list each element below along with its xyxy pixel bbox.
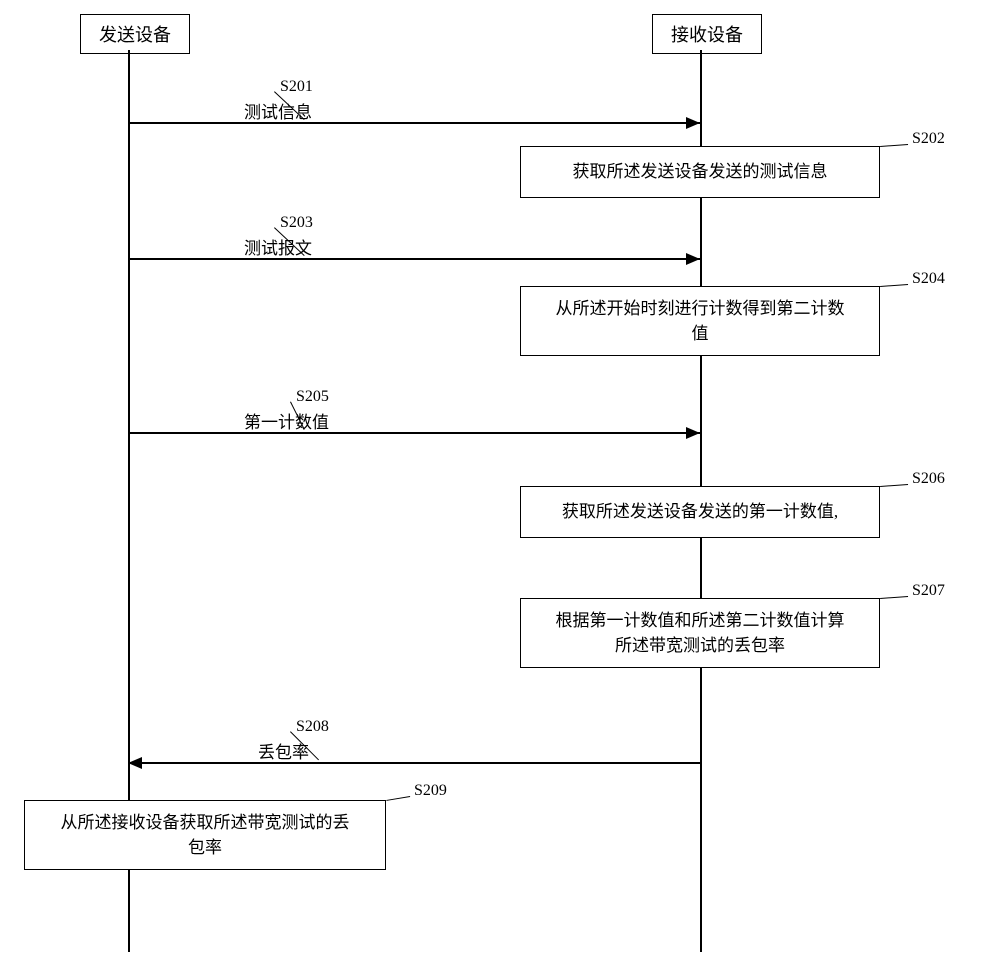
message-arrow bbox=[129, 432, 700, 434]
leader-line bbox=[880, 596, 908, 599]
step-code: S201 bbox=[280, 78, 313, 96]
actor-receiver: 接收设备 bbox=[652, 14, 762, 54]
message-label: 测试报文 bbox=[244, 234, 312, 259]
leader-line bbox=[880, 484, 908, 487]
process-box: 获取所述发送设备发送的测试信息 bbox=[520, 146, 880, 198]
leader-line bbox=[880, 284, 908, 287]
leader-line bbox=[386, 796, 410, 801]
step-code: S206 bbox=[912, 470, 945, 488]
step-code: S203 bbox=[280, 214, 313, 232]
process-box: 从所述接收设备获取所述带宽测试的丢包率 bbox=[24, 800, 386, 870]
process-box: 根据第一计数值和所述第二计数值计算所述带宽测试的丢包率 bbox=[520, 598, 880, 668]
step-code: S204 bbox=[912, 270, 945, 288]
step-code: S202 bbox=[912, 130, 945, 148]
process-box: 从所述开始时刻进行计数得到第二计数值 bbox=[520, 286, 880, 356]
message-label: 第一计数值 bbox=[244, 408, 329, 433]
step-code: S207 bbox=[912, 582, 945, 600]
step-code: S208 bbox=[296, 718, 329, 736]
step-code: S205 bbox=[296, 388, 329, 406]
arrow-head-icon bbox=[686, 253, 700, 265]
message-label: 测试信息 bbox=[244, 98, 312, 123]
actor-sender: 发送设备 bbox=[80, 14, 190, 54]
process-box: 获取所述发送设备发送的第一计数值, bbox=[520, 486, 880, 538]
leader-line bbox=[880, 144, 908, 147]
message-arrow bbox=[129, 258, 700, 260]
message-arrow bbox=[129, 122, 700, 124]
arrow-head-icon bbox=[686, 117, 700, 129]
message-arrow bbox=[129, 762, 700, 764]
arrow-head-icon bbox=[686, 427, 700, 439]
step-code: S209 bbox=[414, 782, 447, 800]
arrow-head-icon bbox=[128, 757, 142, 769]
